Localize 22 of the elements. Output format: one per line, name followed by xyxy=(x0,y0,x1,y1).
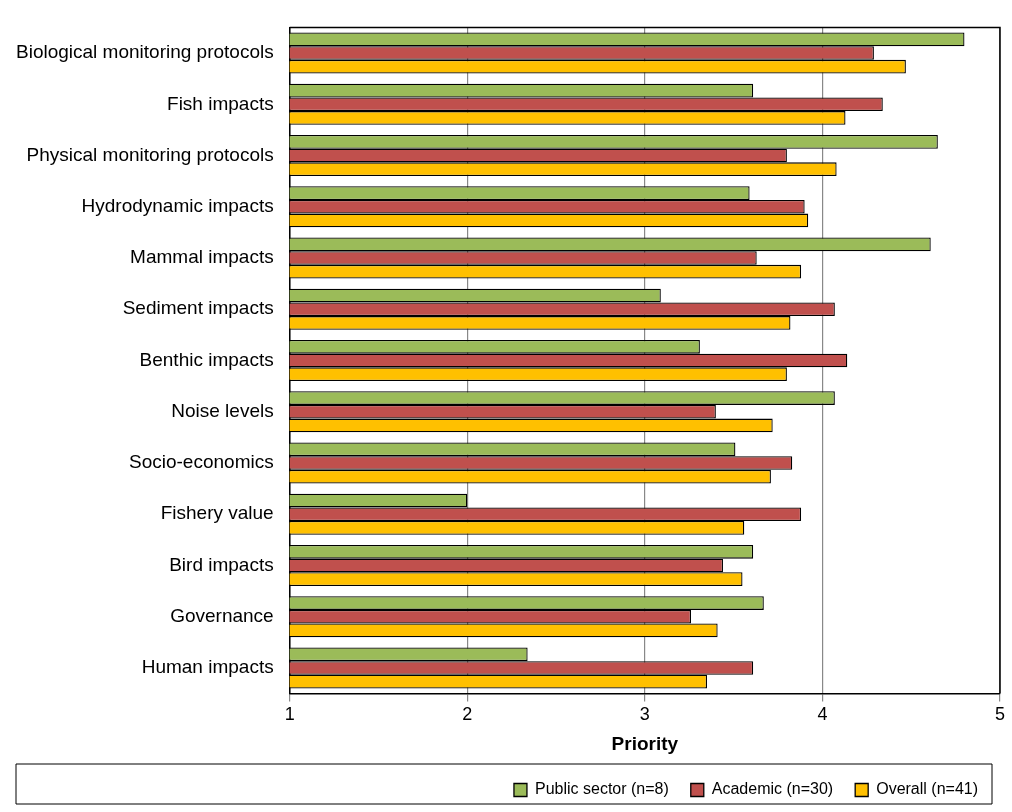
y-tick-label: Biological monitoring protocols xyxy=(16,41,274,63)
legend-label: Academic (n=30) xyxy=(711,780,834,798)
y-tick-label: Bird impacts xyxy=(169,553,274,575)
x-tick-label: 5 xyxy=(994,704,1005,725)
legend-label: Overall (n=41) xyxy=(876,780,979,798)
y-tick-label: Benthic impacts xyxy=(139,348,274,370)
y-tick-label: Governance xyxy=(170,604,274,626)
x-axis-title: Priority xyxy=(611,732,679,754)
y-tick-label: Human impacts xyxy=(141,656,274,678)
y-tick-label: Sediment impacts xyxy=(122,297,274,319)
x-tick-label: 3 xyxy=(639,704,650,725)
y-tick-label: Fishery value xyxy=(160,502,274,524)
x-tick-label: 2 xyxy=(462,704,473,725)
y-tick-label: Physical monitoring protocols xyxy=(26,143,274,165)
y-tick-label: Noise levels xyxy=(171,399,274,421)
y-tick-label: Mammal impacts xyxy=(130,246,274,268)
y-tick-label: Fish impacts xyxy=(167,92,274,114)
x-tick-label: 1 xyxy=(284,704,295,725)
legend-label: Public sector (n=8) xyxy=(534,780,669,798)
y-tick-label: Hydrodynamic impacts xyxy=(81,195,274,216)
x-tick-label: 4 xyxy=(817,704,828,725)
y-tick-label: Socio-economics xyxy=(129,451,274,473)
